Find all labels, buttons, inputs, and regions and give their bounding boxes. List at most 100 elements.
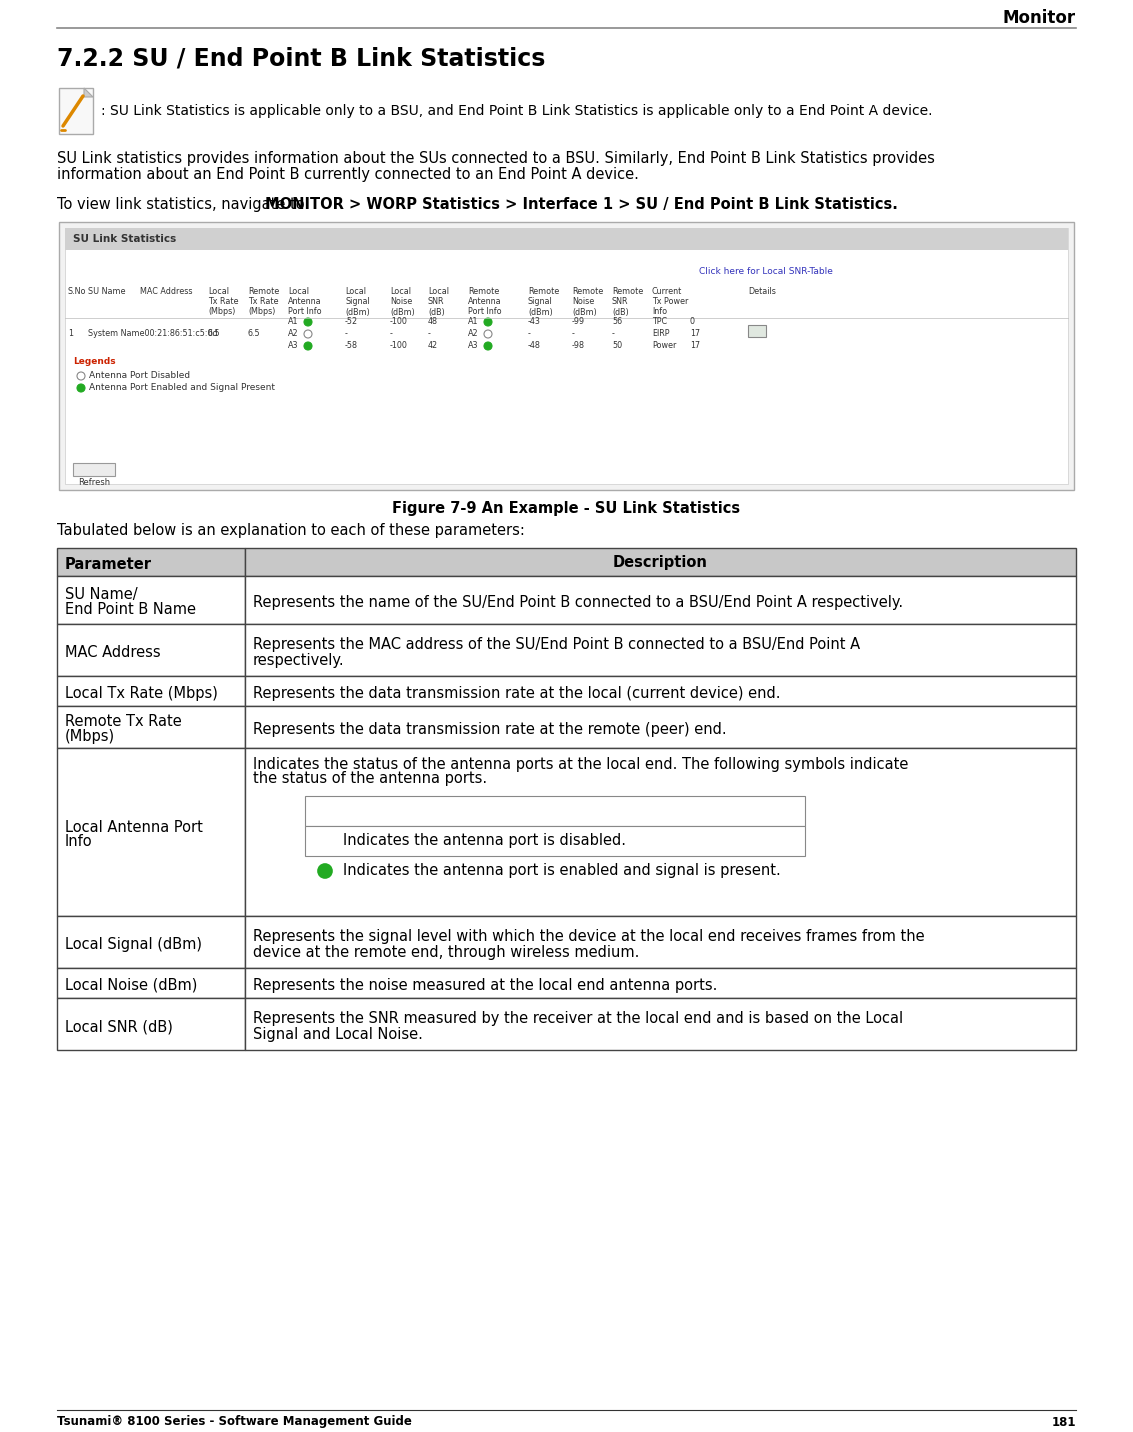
Text: device at the remote end, through wireless medium.: device at the remote end, through wirele… bbox=[253, 945, 639, 959]
Text: Remote: Remote bbox=[612, 288, 644, 296]
Text: Represents the noise measured at the local end antenna ports.: Represents the noise measured at the loc… bbox=[253, 978, 717, 992]
Text: Local: Local bbox=[288, 288, 309, 296]
Text: Monitor: Monitor bbox=[1003, 9, 1076, 27]
Text: Represents the MAC address of the SU/End Point B connected to a BSU/End Point A: Represents the MAC address of the SU/End… bbox=[253, 637, 860, 653]
Text: 56: 56 bbox=[612, 318, 622, 326]
Text: Remote: Remote bbox=[248, 288, 279, 296]
Text: (Mbps): (Mbps) bbox=[208, 308, 236, 316]
Text: Tx Rate: Tx Rate bbox=[208, 298, 239, 306]
Text: Remote: Remote bbox=[572, 288, 603, 296]
Circle shape bbox=[484, 318, 492, 326]
Bar bbox=[65, 228, 1068, 251]
Bar bbox=[57, 916, 245, 968]
Text: Antenna Port Enabled and Signal Present: Antenna Port Enabled and Signal Present bbox=[90, 384, 275, 392]
Text: -100: -100 bbox=[390, 318, 408, 326]
Bar bbox=[245, 548, 1076, 576]
Polygon shape bbox=[84, 87, 93, 97]
Text: Antenna: Antenna bbox=[288, 298, 322, 306]
Text: Parameter: Parameter bbox=[65, 557, 152, 571]
Text: Power: Power bbox=[651, 341, 676, 351]
Bar bbox=[59, 87, 93, 135]
Bar bbox=[59, 222, 1074, 490]
Text: Indicates the antenna port is disabled.: Indicates the antenna port is disabled. bbox=[343, 833, 627, 849]
Text: : SU Link Statistics is applicable only to a BSU, and End Point B Link Statistic: : SU Link Statistics is applicable only … bbox=[101, 105, 932, 117]
Text: (dBm): (dBm) bbox=[390, 308, 415, 316]
Bar bbox=[245, 968, 1076, 998]
Text: -100: -100 bbox=[390, 341, 408, 351]
Text: Remote Tx Rate: Remote Tx Rate bbox=[65, 715, 181, 729]
Text: Port Info: Port Info bbox=[468, 308, 502, 316]
Text: Local SNR (dB): Local SNR (dB) bbox=[65, 1020, 173, 1034]
Text: Represents the data transmission rate at the local (current device) end.: Represents the data transmission rate at… bbox=[253, 686, 781, 702]
Circle shape bbox=[304, 329, 312, 338]
Text: MAC Address: MAC Address bbox=[140, 288, 193, 296]
Text: Tsunami® 8100 Series - Software Management Guide: Tsunami® 8100 Series - Software Manageme… bbox=[57, 1415, 412, 1429]
Text: System Name00:21:86:51:c5:0d: System Name00:21:86:51:c5:0d bbox=[88, 329, 218, 338]
Circle shape bbox=[304, 318, 312, 326]
Text: -: - bbox=[346, 329, 348, 338]
Text: A1: A1 bbox=[288, 318, 298, 326]
Text: Info: Info bbox=[65, 835, 93, 849]
Text: Represents the SNR measured by the receiver at the local end and is based on the: Represents the SNR measured by the recei… bbox=[253, 1011, 903, 1027]
Text: Signal and Local Noise.: Signal and Local Noise. bbox=[253, 1027, 423, 1041]
Bar bbox=[57, 624, 245, 676]
Text: Local: Local bbox=[428, 288, 449, 296]
Text: Indicates the status of the antenna ports at the local end. The following symbol: Indicates the status of the antenna port… bbox=[253, 756, 909, 772]
Text: -: - bbox=[612, 329, 615, 338]
Text: A3: A3 bbox=[288, 341, 298, 351]
Text: Description: Description bbox=[613, 554, 708, 570]
Text: End Point B Name: End Point B Name bbox=[65, 603, 196, 617]
Text: A2: A2 bbox=[288, 329, 299, 338]
Text: SU Link Statistics: SU Link Statistics bbox=[73, 233, 177, 243]
Text: A1: A1 bbox=[468, 318, 478, 326]
Text: Local: Local bbox=[208, 288, 229, 296]
Text: Click here for Local SNR-Table: Click here for Local SNR-Table bbox=[699, 268, 833, 276]
Text: -: - bbox=[528, 329, 531, 338]
Text: Antenna Port Disabled: Antenna Port Disabled bbox=[90, 371, 190, 381]
Text: Signal: Signal bbox=[528, 298, 553, 306]
Text: (Mbps): (Mbps) bbox=[248, 308, 275, 316]
Text: Remote: Remote bbox=[468, 288, 500, 296]
Text: EIRP: EIRP bbox=[651, 329, 670, 338]
Text: Tabulated below is an explanation to each of these parameters:: Tabulated below is an explanation to eac… bbox=[57, 523, 525, 537]
Text: S.No: S.No bbox=[68, 288, 86, 296]
Text: Legends: Legends bbox=[73, 358, 116, 367]
Text: Info: Info bbox=[651, 308, 667, 316]
Text: Tx Power: Tx Power bbox=[651, 298, 689, 306]
Bar bbox=[65, 228, 1068, 484]
Text: 1: 1 bbox=[68, 329, 73, 338]
Text: 7.2.2 SU / End Point B Link Statistics: 7.2.2 SU / End Point B Link Statistics bbox=[57, 46, 545, 70]
Text: SNR: SNR bbox=[428, 298, 444, 306]
Text: Noise: Noise bbox=[572, 298, 594, 306]
Text: Tx Rate: Tx Rate bbox=[248, 298, 279, 306]
Text: Represents the data transmission rate at the remote (peer) end.: Represents the data transmission rate at… bbox=[253, 722, 726, 737]
Bar bbox=[245, 748, 1076, 916]
Text: MAC Address: MAC Address bbox=[65, 644, 161, 660]
Circle shape bbox=[484, 342, 492, 349]
Bar bbox=[57, 676, 245, 706]
Text: -: - bbox=[572, 329, 574, 338]
Circle shape bbox=[318, 833, 332, 848]
Text: Local Tx Rate (Mbps): Local Tx Rate (Mbps) bbox=[65, 686, 218, 702]
Circle shape bbox=[318, 863, 332, 878]
Bar bbox=[57, 748, 245, 916]
Bar bbox=[73, 463, 116, 475]
Text: SU Link statistics provides information about the SUs connected to a BSU. Simila: SU Link statistics provides information … bbox=[57, 150, 935, 166]
Text: Indicates the antenna port is enabled and signal is present.: Indicates the antenna port is enabled an… bbox=[343, 863, 781, 878]
Text: -48: -48 bbox=[528, 341, 540, 351]
Text: -58: -58 bbox=[346, 341, 358, 351]
Text: Remote: Remote bbox=[528, 288, 560, 296]
Text: TPC: TPC bbox=[651, 318, 667, 326]
Text: Refresh: Refresh bbox=[78, 478, 110, 487]
Text: MONITOR > WORP Statistics > Interface 1 > SU / End Point B Link Statistics.: MONITOR > WORP Statistics > Interface 1 … bbox=[265, 198, 897, 212]
Text: Local Antenna Port: Local Antenna Port bbox=[65, 819, 203, 835]
Text: Local: Local bbox=[390, 288, 411, 296]
Bar bbox=[57, 576, 245, 624]
Circle shape bbox=[77, 384, 85, 392]
Text: SU Name: SU Name bbox=[88, 288, 126, 296]
Text: 17: 17 bbox=[690, 329, 700, 338]
Text: Local Noise (dBm): Local Noise (dBm) bbox=[65, 978, 197, 992]
Text: -: - bbox=[428, 329, 431, 338]
Bar bbox=[245, 916, 1076, 968]
Text: SNR: SNR bbox=[612, 298, 629, 306]
